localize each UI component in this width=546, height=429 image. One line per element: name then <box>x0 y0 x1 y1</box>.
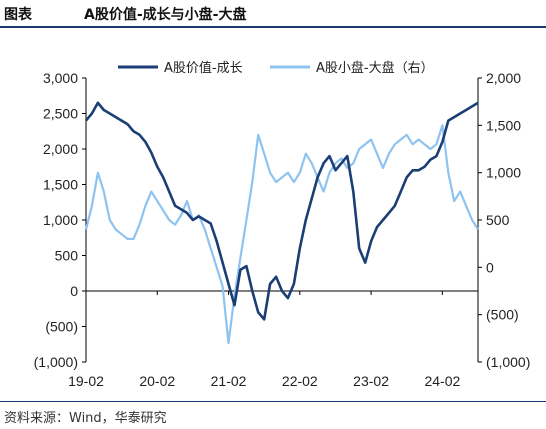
legend: A股价值-成长 A股小盘-大盘（右） <box>118 60 434 76</box>
legend-label-value-growth: A股价值-成长 <box>164 60 243 76</box>
left-tick-label: (1,000) <box>34 354 78 370</box>
source-note: 资料来源：Wind，华泰研究 <box>4 411 167 426</box>
left-tick-label: 0 <box>70 283 78 299</box>
right-tick-label: 1,500 <box>486 117 521 133</box>
left-tick-label: 1,500 <box>43 177 78 193</box>
series-line-small-large <box>84 124 479 345</box>
x-tick-label: 21-02 <box>211 373 247 389</box>
left-tick-label: 3,000 <box>43 70 78 86</box>
right-axis-ticks: 2,000 1,500 1,000 500 0 (500) (1,000) <box>478 70 530 370</box>
x-tick-label: 24-02 <box>424 373 460 389</box>
x-tick-label: 22-02 <box>282 373 318 389</box>
series-line-value-growth <box>85 101 479 321</box>
figure-header: 图表 A股价值-成长与小盘-大盘 <box>0 0 546 28</box>
right-tick-label: 2,000 <box>486 70 521 86</box>
axis-frame <box>85 78 479 362</box>
right-tick-label: 0 <box>486 259 494 275</box>
left-tick-label: 2,500 <box>43 106 78 122</box>
right-tick-label: 500 <box>486 212 510 228</box>
left-tick-label: (500) <box>45 319 78 335</box>
x-tick-label: 19-02 <box>68 373 104 389</box>
left-tick-label: 1,000 <box>43 212 78 228</box>
figure-label: 图表 <box>4 7 32 23</box>
left-axis-ticks: 3,000 2,500 2,000 1,500 1,000 500 0 (500) (1,000… <box>34 70 86 370</box>
left-tick-label: 2,000 <box>43 141 78 157</box>
right-tick-label: (1,000) <box>486 354 530 370</box>
right-tick-label: 1,000 <box>486 165 521 181</box>
legend-label-small-large: A股小盘-大盘（右） <box>316 60 434 76</box>
figure-title: A股价值-成长与小盘-大盘 <box>84 7 247 23</box>
figure-footer: 资料来源：Wind，华泰研究 <box>0 401 546 429</box>
left-tick-label: 500 <box>55 248 79 264</box>
x-axis-ticks: 19-02 20-02 21-02 22-02 23-02 24-02 <box>68 291 460 389</box>
right-tick-label: (500) <box>486 307 519 323</box>
series-layer <box>84 101 479 345</box>
x-tick-label: 20-02 <box>139 373 175 389</box>
x-tick-label: 23-02 <box>353 373 389 389</box>
